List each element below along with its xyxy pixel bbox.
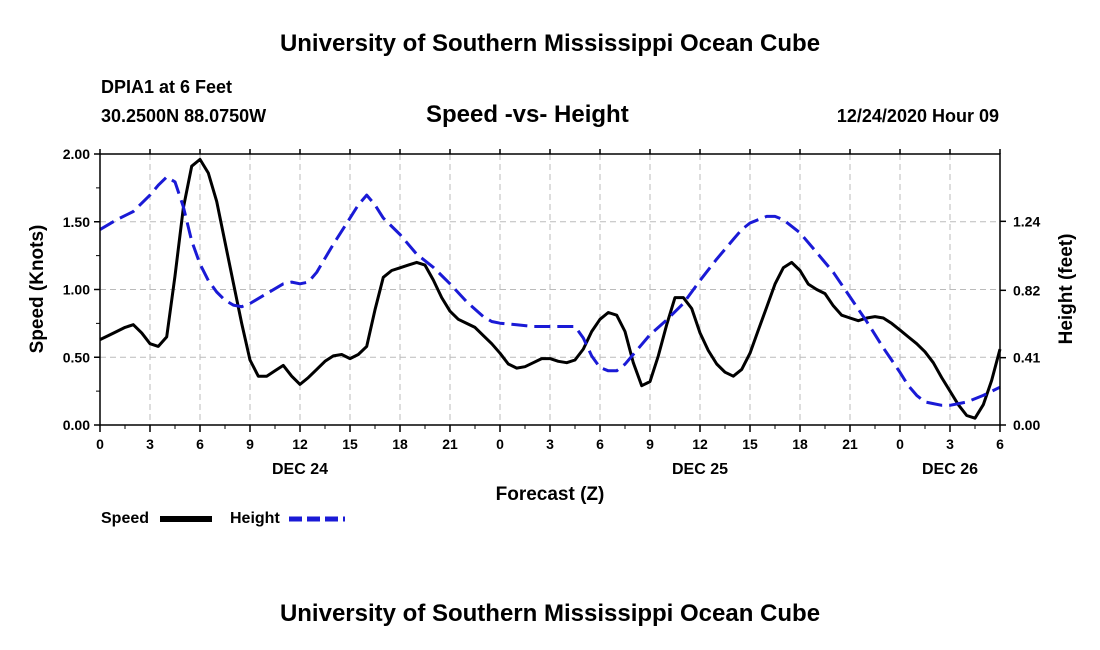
x-tick-label: 15 xyxy=(342,436,358,452)
y-tick-label: 1.50 xyxy=(63,214,90,230)
y-tick-label: 0.50 xyxy=(63,349,90,365)
series-line-height xyxy=(99,175,1001,407)
y2-axis-title: Height (feet) xyxy=(1056,234,1077,345)
station-coordinates: 30.2500N 88.0750W xyxy=(101,106,267,126)
x-tick-label: 12 xyxy=(692,436,708,452)
y2-tick-label: 1.24 xyxy=(1013,213,1040,229)
legend-height-label: Height xyxy=(230,510,280,527)
y2-tick-label: 0.41 xyxy=(1013,350,1040,366)
date-label: DEC 26 xyxy=(922,461,978,478)
x-tick-label: 0 xyxy=(896,436,904,452)
date-label: DEC 25 xyxy=(672,461,728,478)
forecast-datetime: 12/24/2020 Hour 09 xyxy=(836,106,999,126)
legend-height-swatch xyxy=(289,516,345,522)
x-tick-label: 3 xyxy=(146,436,154,452)
y2-tick-label: 0.82 xyxy=(1013,282,1040,298)
footer-title: University of Southern Mississippi Ocean… xyxy=(279,600,821,627)
station-label: DPIA1 at 6 Feet xyxy=(101,77,233,97)
x-axis-title: Forecast (Z) xyxy=(496,484,605,505)
y-tick-label: 1.00 xyxy=(63,282,90,298)
x-tick-label: 12 xyxy=(292,436,308,452)
x-tick-label: 9 xyxy=(646,436,654,452)
chart-subtitle: Speed -vs- Height xyxy=(426,101,629,128)
x-tick-label: 6 xyxy=(596,436,604,452)
date-label: DEC 24 xyxy=(272,461,328,478)
y-tick-label: 0.00 xyxy=(63,417,90,433)
legend-speed-label: Speed xyxy=(101,510,150,527)
y-axis-title: Speed (Knots) xyxy=(27,225,48,354)
x-tick-label: 0 xyxy=(96,436,104,452)
x-tick-label: 18 xyxy=(392,436,408,452)
x-tick-label: 6 xyxy=(196,436,204,452)
speed-height-chart: 0 3 6 9 12 15 18 21 0 3 6 9 12 15 18 21 0 3 6 DEC 24 DEC 25 D… xyxy=(27,146,1077,505)
x-tick-label: 9 xyxy=(246,436,254,452)
x-tick-label: 3 xyxy=(546,436,554,452)
x-tick-label: 3 xyxy=(946,436,954,452)
series-line-speed xyxy=(99,157,1002,420)
x-tick-label: 21 xyxy=(842,436,858,452)
x-tick-label: 0 xyxy=(496,436,504,452)
y-tick-label: 2.00 xyxy=(63,146,90,162)
x-tick-label: 15 xyxy=(742,436,758,452)
x-tick-label: 6 xyxy=(996,436,1004,452)
chart-main-title: University of Southern Mississippi Ocean… xyxy=(279,30,821,57)
x-tick-label: 21 xyxy=(442,436,458,452)
legend-speed-swatch xyxy=(160,516,212,522)
y2-tick-label: 0.00 xyxy=(1013,417,1040,433)
x-tick-label: 18 xyxy=(792,436,808,452)
